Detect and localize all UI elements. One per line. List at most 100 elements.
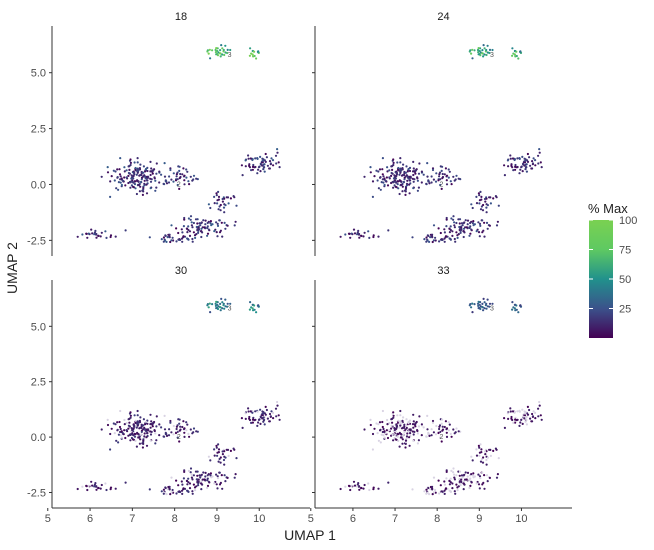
data-point: [386, 184, 390, 187]
data-point: [405, 418, 408, 421]
data-point: [425, 492, 428, 495]
data-point: [194, 470, 198, 473]
data-point: [127, 424, 130, 427]
data-point: [381, 173, 384, 176]
data-point: [139, 185, 142, 188]
data-point: [405, 165, 408, 168]
data-point: [169, 240, 172, 244]
data-point: [136, 414, 139, 417]
data-point: [135, 192, 138, 196]
data-point: [426, 414, 429, 417]
data-point: [437, 179, 440, 182]
data-point: [160, 490, 163, 493]
data-point: [386, 166, 389, 169]
data-point: [251, 158, 254, 162]
data-point: [407, 167, 410, 171]
data-point: [118, 420, 121, 424]
data-point: [192, 231, 195, 234]
data-point: [443, 240, 446, 243]
data-point: [385, 176, 388, 179]
data-point: [518, 172, 521, 175]
data-point: [192, 427, 196, 430]
data-point: [339, 235, 342, 238]
data-point: [482, 309, 485, 312]
data-point: [394, 433, 397, 436]
data-point: [216, 49, 219, 53]
data-point: [167, 181, 171, 184]
data-point: [226, 48, 229, 52]
cluster-label: 3: [228, 306, 232, 313]
data-point: [124, 481, 127, 484]
data-point: [192, 483, 195, 486]
data-point: [142, 424, 145, 427]
data-point: [526, 405, 530, 408]
data-point: [388, 176, 391, 179]
data-point: [403, 424, 406, 427]
data-point: [123, 423, 126, 426]
data-point: [395, 171, 398, 175]
data-point: [411, 236, 414, 239]
data-point: [426, 428, 429, 431]
data-point: [488, 302, 492, 305]
data-point: [403, 430, 406, 433]
data-point: [453, 473, 456, 476]
data-point: [383, 436, 386, 439]
data-point: [396, 161, 399, 164]
data-point: [431, 488, 434, 491]
data-point: [438, 171, 442, 174]
data-point: [140, 178, 143, 181]
data-point: [123, 170, 126, 173]
data-point: [97, 486, 100, 490]
data-point: [271, 159, 275, 162]
data-point: [133, 183, 137, 186]
data-point: [178, 490, 181, 493]
data-point: [431, 493, 434, 496]
data-point: [516, 410, 519, 413]
data-point: [255, 57, 258, 60]
data-point: [477, 231, 481, 234]
data-point: [447, 168, 450, 171]
data-point: [440, 490, 443, 493]
data-point: [397, 187, 400, 190]
data-point: [519, 421, 522, 424]
data-point: [216, 224, 220, 227]
data-point: [517, 57, 520, 60]
data-point: [106, 423, 110, 427]
data-point: [386, 418, 389, 422]
data-point: [398, 426, 401, 429]
data-point: [145, 444, 149, 447]
data-point: [447, 429, 450, 432]
data-point: [138, 442, 141, 445]
data-point: [481, 305, 484, 309]
data-point: [181, 173, 184, 176]
data-point: [430, 181, 433, 184]
data-point: [186, 231, 189, 234]
data-point: [471, 474, 474, 477]
data-point: [456, 489, 459, 492]
data-point: [537, 162, 540, 165]
data-point: [481, 219, 484, 222]
data-point: [177, 484, 180, 487]
data-point: [525, 166, 528, 169]
data-point: [468, 304, 471, 307]
data-point: [221, 301, 224, 304]
data-point: [486, 44, 489, 47]
data-point: [383, 183, 386, 187]
data-point: [136, 409, 139, 413]
data-point: [382, 175, 385, 178]
data-point: [226, 305, 229, 308]
data-point: [151, 425, 154, 428]
data-point: [417, 425, 421, 428]
data-point: [391, 168, 394, 171]
data-point: [411, 488, 414, 491]
x-tick-label: 6: [87, 513, 93, 525]
data-point: [521, 422, 524, 425]
data-point: [225, 196, 228, 199]
data-point: [538, 148, 541, 151]
data-point: [232, 447, 235, 450]
data-point: [398, 445, 401, 448]
data-point: [521, 408, 524, 411]
data-point: [168, 488, 171, 491]
data-point: [449, 481, 452, 484]
